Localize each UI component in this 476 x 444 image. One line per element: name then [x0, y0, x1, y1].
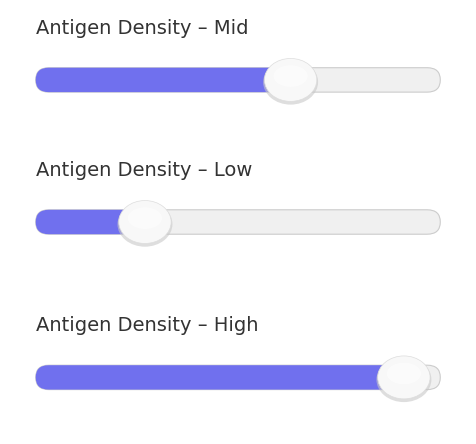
- Ellipse shape: [274, 65, 307, 87]
- Ellipse shape: [118, 202, 172, 247]
- Ellipse shape: [387, 363, 421, 384]
- FancyBboxPatch shape: [36, 67, 290, 92]
- Text: Antigen Density – High: Antigen Density – High: [36, 316, 258, 335]
- Ellipse shape: [119, 201, 171, 243]
- Ellipse shape: [378, 356, 430, 399]
- FancyBboxPatch shape: [36, 210, 440, 234]
- FancyBboxPatch shape: [36, 365, 440, 390]
- Ellipse shape: [265, 59, 317, 101]
- Ellipse shape: [377, 357, 431, 402]
- FancyBboxPatch shape: [36, 210, 145, 234]
- FancyBboxPatch shape: [36, 67, 440, 92]
- Ellipse shape: [128, 207, 162, 229]
- Text: Antigen Density – Low: Antigen Density – Low: [36, 161, 252, 180]
- Text: Antigen Density – Mid: Antigen Density – Mid: [36, 19, 248, 38]
- Ellipse shape: [263, 59, 318, 105]
- FancyBboxPatch shape: [36, 365, 404, 390]
